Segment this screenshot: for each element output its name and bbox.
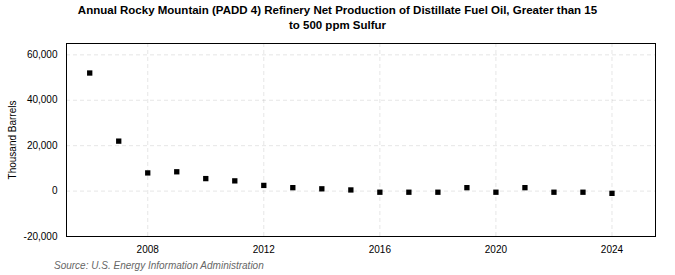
svg-text:2020: 2020 — [485, 243, 508, 254]
svg-text:2012: 2012 — [253, 243, 276, 254]
svg-text:-20,000: -20,000 — [24, 231, 58, 242]
svg-text:20,000: 20,000 — [27, 140, 58, 151]
html-text:Annual Rocky Mountain (PADD 4): Annual Rocky Mountain (PADD 4) Refinery … — [77, 4, 598, 31]
svg-text:0: 0 — [52, 185, 58, 196]
svg-text:60,000: 60,000 — [27, 49, 58, 60]
svg-text:2016: 2016 — [369, 243, 392, 254]
svg-text:2024: 2024 — [601, 243, 624, 254]
html-text:Source: U.S. Energy Informatio: Source: U.S. Energy Information Administ… — [54, 259, 264, 271]
svg-text:Thousand Barrels: Thousand Barrels — [7, 100, 18, 179]
svg-text:40,000: 40,000 — [27, 94, 58, 105]
svg-text:2008: 2008 — [137, 243, 160, 254]
